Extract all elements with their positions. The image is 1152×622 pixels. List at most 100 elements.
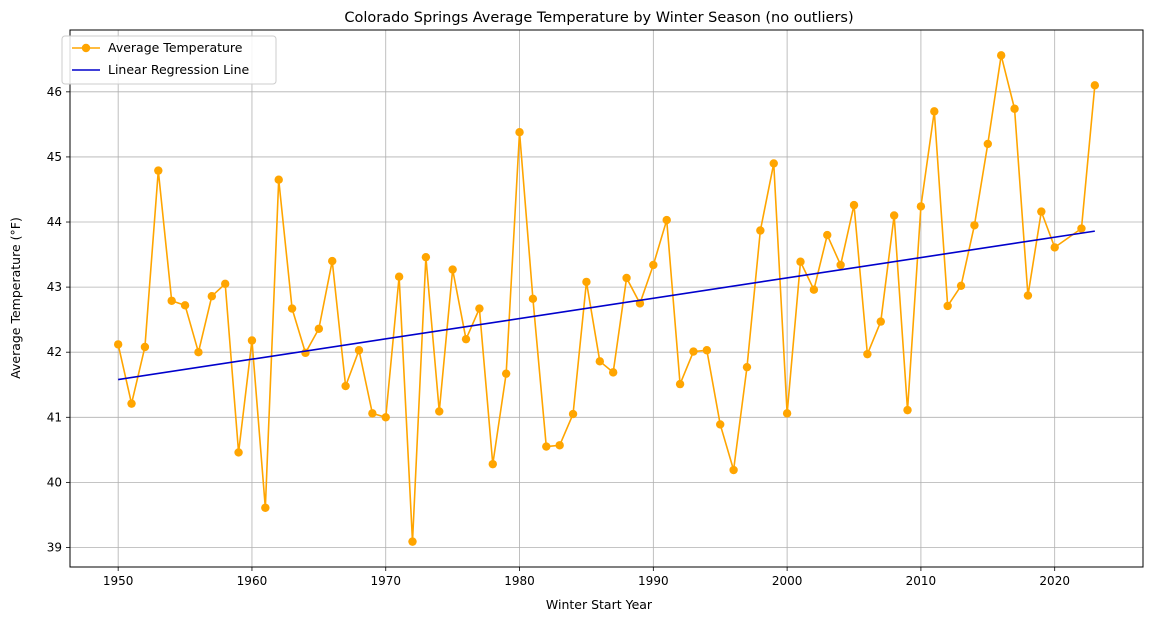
data-point-1997: [742, 362, 752, 372]
data-point-1951: [127, 399, 136, 408]
data-point-1978: [488, 459, 497, 469]
chart-title: Colorado Springs Average Temperature by …: [344, 10, 853, 26]
data-point-1985: [582, 277, 591, 287]
data-point-1953: [154, 166, 163, 175]
data-point-1999: [769, 159, 778, 168]
data-point-1968: [354, 346, 364, 355]
x-tick-label-1980: 1980: [504, 574, 535, 588]
data-point-2010: [916, 202, 926, 211]
data-point-1952: [140, 342, 150, 352]
data-point-1979: [501, 369, 511, 378]
data-point-1998: [756, 226, 765, 235]
data-point-2016: [996, 51, 1006, 60]
data-point-1984: [568, 409, 578, 419]
data-point-1958: [220, 279, 230, 289]
y-tick-label-39: 39: [47, 540, 62, 554]
data-point-2014: [970, 221, 979, 230]
data-point-1970: [381, 413, 390, 422]
data-point-1961: [261, 503, 270, 512]
data-point-1974: [435, 407, 444, 416]
data-point-1969: [368, 409, 377, 418]
y-tick-label-45: 45: [47, 150, 62, 164]
data-point-1981: [528, 294, 538, 304]
data-point-2012: [943, 301, 952, 311]
x-tick-label-2000: 2000: [772, 574, 803, 588]
data-point-1960: [247, 336, 257, 345]
data-point-1996: [729, 465, 738, 475]
data-point-1959: [234, 448, 243, 457]
data-point-1983: [555, 441, 564, 450]
y-tick-label-46: 46: [47, 85, 62, 99]
data-point-1955: [180, 301, 190, 310]
y-tick-label-44: 44: [47, 215, 62, 229]
x-axis-label: Winter Start Year: [546, 597, 653, 612]
data-point-1987: [608, 368, 618, 377]
data-point-1973: [421, 252, 431, 262]
x-tick-label-1990: 1990: [638, 574, 669, 588]
data-point-1957: [207, 292, 217, 301]
data-point-2023: [1090, 81, 1100, 90]
data-point-2005: [849, 200, 859, 210]
data-point-1956: [194, 348, 203, 357]
data-point-2020: [1050, 243, 1059, 252]
legend-label-regression: Linear Regression Line: [108, 62, 250, 77]
data-point-1971: [394, 272, 404, 281]
x-tick-label-1960: 1960: [237, 574, 268, 588]
x-tick-label-1970: 1970: [370, 574, 401, 588]
data-point-1966: [328, 256, 337, 266]
data-point-1994: [702, 346, 712, 355]
data-point-2013: [956, 281, 966, 291]
data-point-2018: [1023, 291, 1033, 300]
data-point-2015: [983, 139, 993, 149]
data-point-1991: [662, 215, 671, 225]
legend-marker-average: [81, 43, 91, 53]
data-point-1963: [287, 304, 297, 313]
data-point-1980: [515, 127, 524, 137]
data-point-1992: [675, 379, 685, 389]
data-point-2009: [903, 405, 912, 415]
y-tick-label-42: 42: [47, 345, 62, 359]
data-point-1982: [542, 442, 551, 451]
data-point-1993: [689, 347, 698, 356]
data-point-2001: [796, 257, 805, 266]
data-point-1975: [448, 265, 457, 274]
y-axis-label: Average Temperature (°F): [8, 217, 23, 379]
plot-frame: [69, 29, 1144, 568]
y-tick-label-40: 40: [47, 475, 62, 489]
legend: Average Temperature Linear Regression Li…: [61, 35, 277, 85]
grid: [70, 30, 1143, 567]
data-point-2002: [809, 285, 819, 294]
data-point-2006: [863, 349, 872, 359]
legend-box: [61, 35, 277, 85]
data-point-2019: [1037, 207, 1046, 216]
data-point-2007: [876, 317, 885, 326]
data-point-1962: [274, 175, 283, 184]
data-point-1954: [167, 296, 176, 305]
data-point-2003: [823, 230, 832, 240]
data-point-2008: [889, 211, 899, 220]
data-point-2022: [1077, 224, 1086, 233]
data-point-1965: [314, 324, 324, 333]
data-point-1988: [622, 273, 631, 283]
series-line-average-temperature: [117, 54, 1096, 543]
y-tick-label-41: 41: [47, 410, 62, 424]
y-tick-label-43: 43: [47, 280, 62, 294]
x-tick-label-2020: 2020: [1039, 574, 1070, 588]
data-point-1972: [408, 537, 417, 546]
data-point-2004: [836, 260, 845, 270]
legend-label-average: Average Temperature: [108, 40, 243, 55]
data-point-1977: [475, 304, 484, 313]
ticks: 1950 1960 1970 1980 1990 2000 2010 2020 39 40 41 42…: [47, 85, 1070, 588]
regression-line: [118, 230, 1095, 381]
data-point-1995: [716, 420, 725, 429]
data-point-1986: [595, 357, 605, 366]
series-layer: [113, 51, 1100, 546]
data-point-1990: [649, 260, 658, 270]
data-point-2011: [930, 107, 939, 116]
data-point-1967: [341, 381, 350, 391]
data-point-1976: [461, 334, 471, 344]
x-tick-label-2010: 2010: [906, 574, 937, 588]
data-point-2000: [782, 409, 792, 418]
x-tick-label-1950: 1950: [103, 574, 134, 588]
